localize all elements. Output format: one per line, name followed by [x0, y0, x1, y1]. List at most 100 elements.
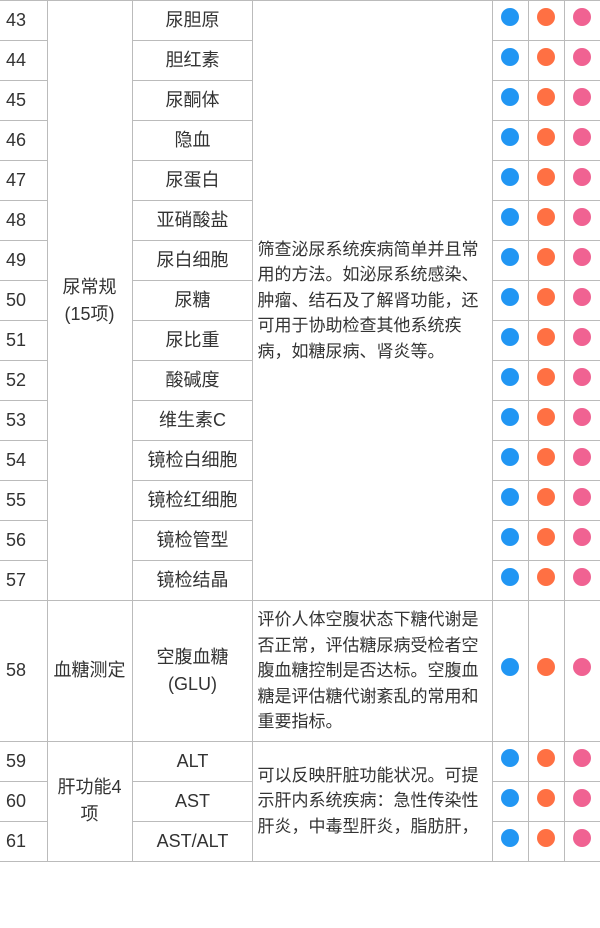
item-name: 空腹血糖(GLU)	[132, 601, 253, 742]
orange-dot-icon	[537, 749, 555, 767]
row-number: 45	[0, 81, 47, 121]
item-name: 尿糖	[132, 281, 253, 321]
indicator-cell	[564, 41, 600, 81]
pink-dot-icon	[573, 408, 591, 426]
indicator-cell	[564, 781, 600, 821]
indicator-cell	[564, 401, 600, 441]
pink-dot-icon	[573, 749, 591, 767]
indicator-cell	[528, 321, 564, 361]
orange-dot-icon	[537, 168, 555, 186]
indicator-cell	[528, 741, 564, 781]
indicator-cell	[493, 241, 529, 281]
orange-dot-icon	[537, 288, 555, 306]
item-name: ALT	[132, 741, 253, 781]
pink-dot-icon	[573, 528, 591, 546]
blue-dot-icon	[501, 528, 519, 546]
item-name: 酸碱度	[132, 361, 253, 401]
pink-dot-icon	[573, 448, 591, 466]
orange-dot-icon	[537, 658, 555, 676]
indicator-cell	[564, 601, 600, 742]
blue-dot-icon	[501, 8, 519, 26]
item-name: 隐血	[132, 121, 253, 161]
indicator-cell	[564, 321, 600, 361]
item-name: AST	[132, 781, 253, 821]
row-number: 46	[0, 121, 47, 161]
indicator-cell	[564, 1, 600, 41]
medical-exam-table: 43尿常规(15项)尿胆原筛查泌尿系统疾病简单并且常用的方法。如泌尿系统感染、肿…	[0, 0, 600, 862]
blue-dot-icon	[501, 749, 519, 767]
row-number: 56	[0, 521, 47, 561]
orange-dot-icon	[537, 568, 555, 586]
indicator-cell	[528, 441, 564, 481]
pink-dot-icon	[573, 168, 591, 186]
blue-dot-icon	[501, 168, 519, 186]
indicator-cell	[493, 201, 529, 241]
blue-dot-icon	[501, 328, 519, 346]
indicator-cell	[528, 201, 564, 241]
indicator-cell	[493, 821, 529, 861]
indicator-cell	[493, 441, 529, 481]
row-number: 44	[0, 41, 47, 81]
indicator-cell	[528, 121, 564, 161]
row-number: 47	[0, 161, 47, 201]
indicator-cell	[564, 281, 600, 321]
indicator-cell	[528, 561, 564, 601]
indicator-cell	[564, 481, 600, 521]
indicator-cell	[493, 401, 529, 441]
item-name: 亚硝酸盐	[132, 201, 253, 241]
orange-dot-icon	[537, 408, 555, 426]
pink-dot-icon	[573, 48, 591, 66]
indicator-cell	[493, 321, 529, 361]
blue-dot-icon	[501, 368, 519, 386]
indicator-cell	[564, 121, 600, 161]
orange-dot-icon	[537, 789, 555, 807]
indicator-cell	[493, 41, 529, 81]
item-name: 镜检管型	[132, 521, 253, 561]
pink-dot-icon	[573, 829, 591, 847]
indicator-cell	[528, 361, 564, 401]
row-number: 53	[0, 401, 47, 441]
pink-dot-icon	[573, 128, 591, 146]
item-name: AST/ALT	[132, 821, 253, 861]
indicator-cell	[493, 161, 529, 201]
orange-dot-icon	[537, 488, 555, 506]
item-name: 尿白细胞	[132, 241, 253, 281]
indicator-cell	[564, 201, 600, 241]
row-number: 52	[0, 361, 47, 401]
pink-dot-icon	[573, 288, 591, 306]
indicator-cell	[564, 821, 600, 861]
pink-dot-icon	[573, 208, 591, 226]
blue-dot-icon	[501, 488, 519, 506]
pink-dot-icon	[573, 568, 591, 586]
pink-dot-icon	[573, 368, 591, 386]
blue-dot-icon	[501, 88, 519, 106]
blue-dot-icon	[501, 48, 519, 66]
description-cell: 筛查泌尿系统疾病简单并且常用的方法。如泌尿系统感染、肿瘤、结石及了解肾功能，还可…	[253, 1, 493, 601]
blue-dot-icon	[501, 568, 519, 586]
pink-dot-icon	[573, 658, 591, 676]
blue-dot-icon	[501, 658, 519, 676]
blue-dot-icon	[501, 288, 519, 306]
indicator-cell	[528, 241, 564, 281]
row-number: 50	[0, 281, 47, 321]
row-number: 51	[0, 321, 47, 361]
orange-dot-icon	[537, 829, 555, 847]
indicator-cell	[493, 81, 529, 121]
table-row: 43尿常规(15项)尿胆原筛查泌尿系统疾病简单并且常用的方法。如泌尿系统感染、肿…	[0, 1, 600, 41]
indicator-cell	[493, 361, 529, 401]
pink-dot-icon	[573, 328, 591, 346]
item-name: 尿酮体	[132, 81, 253, 121]
category-cell: 肝功能4项	[47, 741, 132, 861]
indicator-cell	[564, 521, 600, 561]
pink-dot-icon	[573, 488, 591, 506]
indicator-cell	[493, 741, 529, 781]
blue-dot-icon	[501, 128, 519, 146]
row-number: 57	[0, 561, 47, 601]
pink-dot-icon	[573, 248, 591, 266]
indicator-cell	[528, 81, 564, 121]
indicator-cell	[528, 521, 564, 561]
indicator-cell	[493, 281, 529, 321]
exam-items-table: 43尿常规(15项)尿胆原筛查泌尿系统疾病简单并且常用的方法。如泌尿系统感染、肿…	[0, 0, 600, 862]
blue-dot-icon	[501, 208, 519, 226]
item-name: 尿蛋白	[132, 161, 253, 201]
